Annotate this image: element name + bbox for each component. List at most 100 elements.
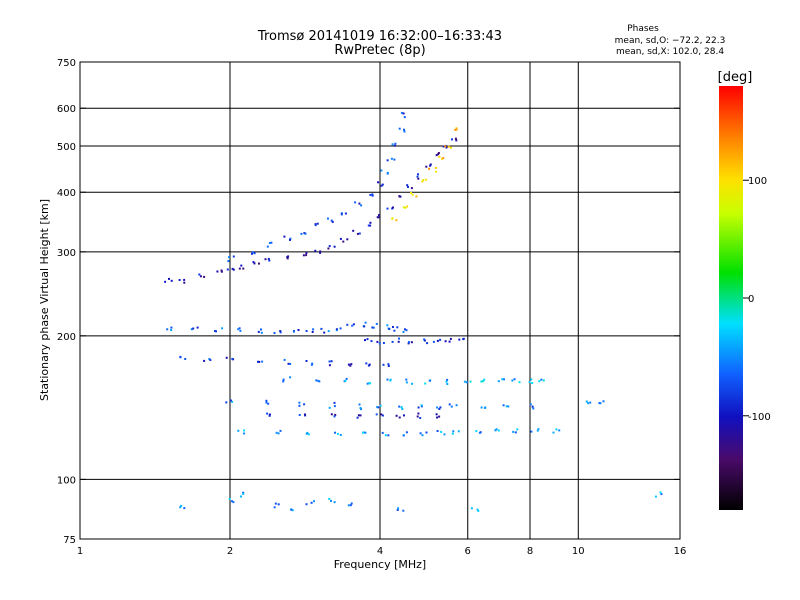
data-point: [375, 413, 378, 416]
data-point: [227, 260, 230, 263]
data-point: [511, 379, 514, 382]
data-point: [507, 405, 510, 408]
data-point: [387, 434, 390, 437]
data-point: [180, 504, 183, 507]
data-point: [387, 363, 390, 366]
data-point: [350, 502, 353, 505]
data-point: [371, 326, 374, 329]
data-point: [398, 416, 401, 419]
data-point: [435, 170, 438, 173]
data-point: [315, 379, 318, 382]
data-point: [425, 431, 428, 434]
data-point: [536, 429, 539, 432]
data-point: [505, 405, 508, 408]
data-point: [446, 378, 449, 381]
data-point: [310, 501, 313, 504]
data-point: [216, 270, 219, 273]
data-point: [277, 432, 280, 435]
data-point: [457, 430, 460, 433]
data-point: [268, 413, 271, 416]
data-point: [394, 142, 397, 145]
data-point: [437, 152, 440, 154]
data-point: [275, 431, 278, 434]
data-point: [419, 417, 422, 419]
data-point: [365, 362, 368, 365]
data-point: [347, 504, 350, 507]
data-point: [450, 405, 453, 408]
data-point: [439, 338, 442, 341]
data-point: [346, 238, 349, 241]
data-point: [436, 339, 439, 342]
data-point: [512, 430, 515, 433]
data-point: [386, 172, 389, 175]
data-point: [366, 338, 369, 341]
data-point: [274, 502, 277, 505]
data-point: [228, 497, 231, 500]
data-point: [403, 116, 406, 119]
data-point: [184, 358, 187, 360]
data-point: [417, 406, 420, 409]
data-point: [376, 340, 379, 343]
data-point: [364, 339, 366, 342]
data-point: [392, 326, 394, 328]
data-point: [444, 145, 447, 148]
y-axis-label: Stationary phase Virtual Height [km]: [38, 199, 51, 401]
data-point: [190, 328, 193, 331]
colorbar-tick-label: -100: [748, 412, 771, 423]
data-point: [327, 330, 330, 333]
data-point: [397, 507, 400, 510]
data-point: [370, 340, 373, 343]
data-point: [417, 177, 420, 180]
data-point: [599, 402, 602, 405]
data-point: [333, 501, 336, 504]
data-point: [387, 365, 390, 367]
data-point: [347, 363, 350, 366]
data-point: [364, 431, 367, 434]
data-point: [282, 380, 285, 383]
data-point: [447, 145, 450, 148]
data-point: [265, 401, 268, 404]
data-point: [372, 326, 375, 329]
data-point: [354, 201, 357, 204]
data-point: [290, 508, 293, 511]
data-point: [225, 401, 228, 404]
data-point: [287, 362, 290, 365]
data-point: [381, 431, 384, 434]
data-point: [382, 363, 385, 366]
data-point: [449, 337, 452, 340]
data-point: [179, 506, 182, 509]
data-point: [330, 413, 333, 416]
data-point: [356, 232, 359, 235]
data-point: [359, 407, 362, 409]
data-point: [349, 504, 352, 507]
gridlines: [80, 62, 680, 539]
data-point: [393, 144, 396, 147]
data-point: [345, 377, 348, 380]
data-point: [333, 415, 336, 418]
data-points: [164, 111, 663, 512]
data-point: [314, 224, 317, 227]
data-point: [287, 255, 290, 258]
data-point: [183, 507, 186, 510]
data-point: [289, 238, 291, 241]
data-point: [410, 192, 412, 194]
data-point: [391, 217, 394, 220]
data-point: [170, 326, 173, 329]
data-point: [411, 193, 414, 196]
data-point: [444, 340, 447, 343]
data-point: [333, 245, 336, 248]
data-point: [298, 414, 301, 416]
data-point: [382, 342, 385, 344]
data-point: [242, 492, 245, 495]
colorbar-label: [deg]: [718, 70, 753, 85]
data-point: [384, 434, 387, 437]
data-point: [436, 406, 439, 409]
data-point: [442, 157, 445, 160]
data-point: [316, 222, 319, 225]
data-point: [279, 429, 282, 432]
data-point: [429, 163, 432, 166]
data-point: [252, 261, 255, 264]
y-tick-label: 200: [57, 332, 76, 343]
data-point: [514, 431, 517, 434]
data-point: [482, 380, 485, 383]
